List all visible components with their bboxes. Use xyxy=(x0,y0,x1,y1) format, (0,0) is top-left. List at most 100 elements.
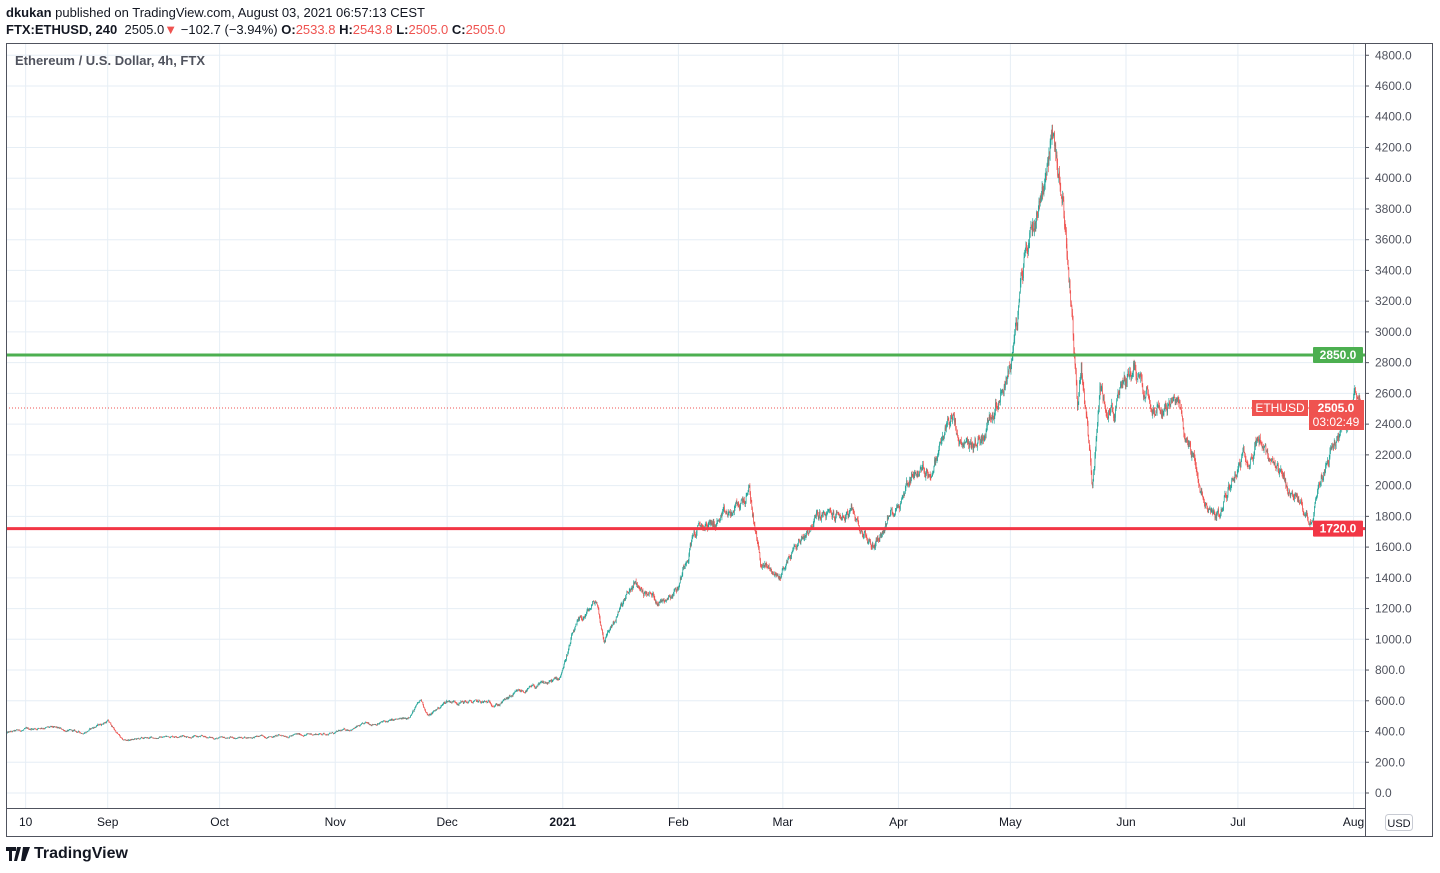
y-tick-label: 1000.0 xyxy=(1375,632,1412,646)
tradingview-logo[interactable]: TradingView xyxy=(6,845,128,863)
candle-body xyxy=(598,608,600,614)
candle-body xyxy=(971,442,973,447)
candle-body xyxy=(40,728,41,729)
candle-body xyxy=(780,578,781,579)
candle-body xyxy=(209,736,211,738)
candle-body xyxy=(298,733,300,735)
candle-body xyxy=(1278,464,1279,472)
candle-body xyxy=(771,569,772,574)
candle-body xyxy=(364,722,365,724)
candle-body xyxy=(1031,227,1033,232)
candle-body xyxy=(1089,447,1091,451)
price-axis[interactable]: 0.0200.0400.0600.0800.01000.01200.01400.… xyxy=(1365,48,1412,800)
candle-body xyxy=(253,737,255,738)
candle-body xyxy=(1315,499,1316,503)
candle-body xyxy=(619,609,620,613)
candle-body xyxy=(329,733,330,734)
candle-body xyxy=(1332,444,1333,447)
candle-body xyxy=(133,739,135,740)
candle-body xyxy=(988,414,990,421)
candle-body xyxy=(188,737,189,738)
candle-body xyxy=(159,736,160,738)
candle-body xyxy=(216,737,217,739)
candle-body xyxy=(898,505,900,508)
candle-body xyxy=(142,737,143,739)
author[interactable]: dkukan xyxy=(6,5,52,20)
candle-body xyxy=(351,730,352,731)
candle-body xyxy=(834,518,836,520)
candle-body xyxy=(859,529,861,532)
candle-body xyxy=(1098,408,1099,415)
candle-body xyxy=(321,734,322,735)
candle-body xyxy=(57,727,59,729)
candle-body xyxy=(1258,437,1259,441)
candle-body xyxy=(1013,345,1014,351)
candle-body xyxy=(65,731,66,732)
candle-body xyxy=(1034,222,1035,230)
candle-body xyxy=(532,685,533,687)
candle-body xyxy=(786,562,787,565)
candle-body xyxy=(969,443,971,445)
candle-body xyxy=(855,518,857,522)
candle-body xyxy=(182,735,184,737)
candle-body xyxy=(1330,447,1332,449)
candle-body xyxy=(560,675,562,677)
y-tick-label: 4200.0 xyxy=(1375,140,1412,154)
currency-button[interactable]: USD xyxy=(1385,814,1413,831)
candle-body xyxy=(92,727,94,729)
candle-body xyxy=(856,518,858,520)
candle-body xyxy=(14,730,15,732)
candle-body xyxy=(393,719,395,721)
candle-body xyxy=(1327,460,1328,464)
candle-body xyxy=(936,457,937,460)
candle-body xyxy=(216,737,218,739)
candle-body xyxy=(1339,432,1341,437)
candle-body xyxy=(312,734,314,736)
candle-body xyxy=(1176,397,1177,403)
candle-body xyxy=(311,733,312,735)
x-tick-label: Sep xyxy=(97,815,119,829)
candle-body xyxy=(691,539,692,546)
time-axis[interactable]: 10 Sep Oct Nov Dec 2021 Feb Mar Apr May Jun Jul Aug xyxy=(19,815,1364,829)
candle-body xyxy=(790,557,791,559)
candle-body xyxy=(1294,494,1296,496)
candle-body xyxy=(1113,417,1115,422)
candle-body xyxy=(799,539,800,542)
candle-body xyxy=(1340,428,1341,433)
candle-body xyxy=(184,736,186,737)
candle-body xyxy=(742,498,743,503)
candle-body xyxy=(1149,398,1150,404)
candle-body xyxy=(984,436,986,438)
candle-body xyxy=(475,699,477,701)
candle-body xyxy=(229,736,231,738)
candle-body xyxy=(868,539,870,542)
candle-body xyxy=(1038,201,1040,209)
candle-body xyxy=(298,733,299,735)
candle-body xyxy=(296,733,297,735)
candle-body xyxy=(885,523,886,529)
candle-body xyxy=(129,739,131,741)
candle-body xyxy=(235,738,237,740)
horizontal-lines[interactable] xyxy=(6,353,1365,531)
candle-body xyxy=(478,700,480,702)
candle-body xyxy=(715,525,716,528)
candle-body xyxy=(1335,441,1337,447)
price-change: −102.7 (−3.94%) xyxy=(180,22,278,37)
candle-body xyxy=(519,690,521,692)
candle-body xyxy=(1221,509,1223,512)
candle-body xyxy=(542,682,544,684)
candle-body xyxy=(450,702,452,703)
candle-body xyxy=(1166,407,1168,413)
down-arrow-icon: ▼ xyxy=(164,22,178,37)
candle-body xyxy=(351,729,353,731)
candle-body xyxy=(603,637,605,643)
candle-body xyxy=(755,530,756,533)
candle-body xyxy=(456,703,458,705)
candle-body xyxy=(410,715,412,716)
y-tick-label: 1600.0 xyxy=(1375,540,1412,554)
candle-body xyxy=(400,718,401,719)
candle-body xyxy=(732,513,733,516)
candle-body xyxy=(243,737,245,739)
candle-body xyxy=(974,443,975,445)
